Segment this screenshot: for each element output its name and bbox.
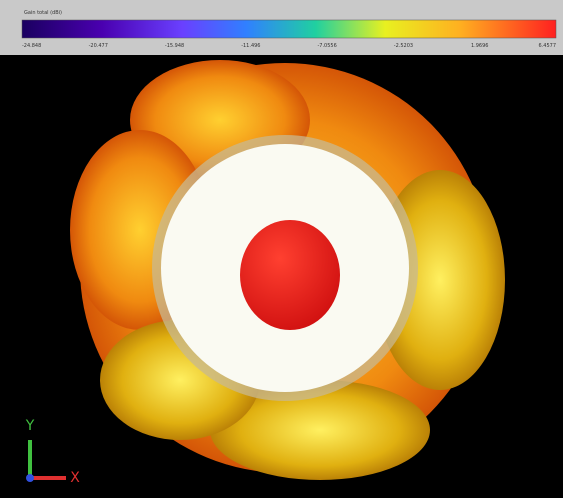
colorbar	[21, 19, 557, 39]
colorbar-tick-label: -20.477	[89, 43, 108, 49]
x-axis-label: X	[70, 470, 80, 486]
colorbar-tick-label: -2.5203	[394, 43, 413, 49]
colorbar-tick-label: -24.848	[22, 43, 41, 49]
colorbar-title: Gain total (dBi)	[24, 10, 62, 16]
axis-triad: Y X	[25, 418, 80, 486]
colorbar-tick-label: 1.9696	[471, 43, 489, 49]
colorbar-tick-label: 6.4577	[539, 43, 557, 49]
core-lobe	[240, 220, 340, 330]
y-axis-label: Y	[25, 418, 35, 434]
pattern-lobe	[210, 380, 430, 480]
colorbar-tick-label: -15.948	[165, 43, 184, 49]
z-axis	[26, 474, 34, 482]
radiation-pattern	[70, 60, 505, 480]
colorbar-tick-label: -7.0556	[317, 43, 336, 49]
colorbar-tick-label: -11.496	[241, 43, 260, 49]
